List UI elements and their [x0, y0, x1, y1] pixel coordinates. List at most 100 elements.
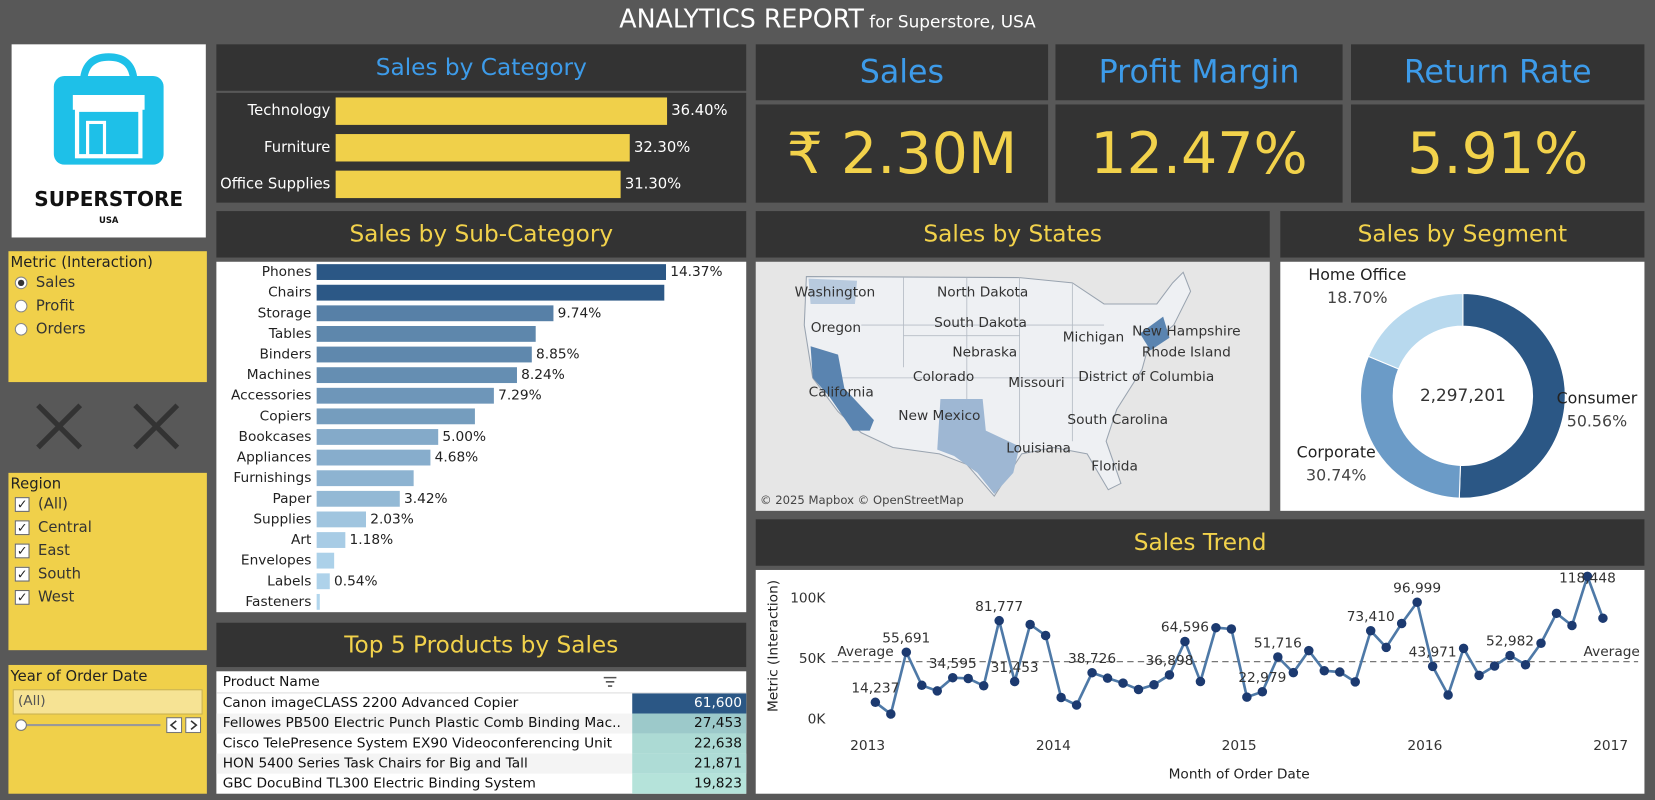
- checkbox-option[interactable]: ✓ South: [8, 563, 206, 586]
- trend-point: [1288, 667, 1299, 678]
- state-label: California: [809, 385, 874, 401]
- sales-cell: 21,871: [632, 753, 747, 774]
- segment-value: 18.70%: [1327, 288, 1387, 307]
- trend-point: [1335, 667, 1345, 677]
- value-label: 55,691: [882, 630, 930, 646]
- state-shape: [937, 398, 1020, 494]
- bar: [316, 346, 532, 363]
- y-tick-label: 50K: [799, 651, 826, 667]
- radio[interactable]: [14, 299, 28, 313]
- bar: [335, 134, 630, 162]
- checkbox[interactable]: ✓: [14, 497, 30, 512]
- checkbox[interactable]: ✓: [14, 590, 30, 605]
- panel-title: Sales by Sub-Category: [216, 211, 747, 258]
- value-label: 22,979: [1238, 670, 1286, 686]
- trend-point: [1040, 630, 1051, 641]
- trend-point: [1273, 652, 1283, 662]
- checkbox[interactable]: ✓: [14, 566, 30, 582]
- value-label: 36.40%: [671, 102, 727, 119]
- trend-point: [1551, 608, 1562, 619]
- option-label: Orders: [35, 320, 86, 338]
- year-select[interactable]: (All): [12, 689, 203, 715]
- x-icon[interactable]: [36, 403, 83, 450]
- value-label: 43,971: [1409, 645, 1457, 661]
- trend-point: [1474, 670, 1484, 681]
- value-label: 34,595: [929, 656, 977, 672]
- radio[interactable]: [14, 322, 28, 336]
- donut-chart: Consumer 50.56% Corporate 30.74% Home Office…: [1297, 265, 1638, 499]
- trend-point: [963, 673, 973, 684]
- prev-arrow: [169, 720, 177, 730]
- value-label: 8.24%: [521, 367, 565, 383]
- brand: SUPERSTORE: [34, 187, 183, 211]
- bar: [335, 170, 621, 199]
- trend-point: [1242, 692, 1252, 702]
- bar: [316, 264, 667, 280]
- column-header: Product Name: [222, 673, 320, 690]
- radio-option[interactable]: Sales: [8, 271, 206, 294]
- bar: [316, 305, 554, 322]
- table-body: Canon imageCLASS 2200 Advanced Copier 61,…: [216, 693, 747, 794]
- bar: [316, 449, 431, 466]
- trend-point: [1350, 677, 1360, 687]
- sales-cell: 61,600: [632, 693, 747, 714]
- trend-point: [1567, 620, 1577, 631]
- value-label: 51,716: [1254, 635, 1302, 651]
- value-label: 81,777: [975, 599, 1023, 615]
- checkbox-option[interactable]: ✓ East: [8, 539, 206, 562]
- panel-title: Sales by States: [755, 211, 1270, 258]
- value-label: 14,237: [851, 681, 899, 697]
- trend-point: [1396, 618, 1407, 629]
- trend-point: [1025, 619, 1035, 630]
- metric-filter: Metric (Interaction) Sales Profit Orders: [8, 251, 207, 383]
- category-label: Furniture: [264, 139, 330, 156]
- slider-thumb[interactable]: [15, 719, 27, 731]
- trend-panel: 0K 50K 100K 2013 2014 2015 2016 2017 Month of Or…: [755, 569, 1645, 794]
- radio-option[interactable]: Orders: [8, 318, 206, 341]
- trend-point: [1087, 667, 1097, 678]
- sort-lines: [603, 676, 617, 687]
- state-label: Missouri: [1008, 375, 1064, 391]
- map: © 2025 Mapbox © OpenStreetMap Washington…: [760, 271, 1241, 507]
- state-shape: [1139, 316, 1170, 351]
- checkbox[interactable]: ✓: [14, 543, 30, 559]
- product-name: Cisco TelePresence System EX90 Videoconf…: [222, 735, 613, 752]
- sort-icon[interactable]: [601, 674, 622, 689]
- category-label: Binders: [260, 347, 312, 363]
- door: [86, 120, 107, 158]
- bar: [316, 490, 400, 507]
- category-label: Supplies: [253, 511, 311, 527]
- x-icon[interactable]: [133, 403, 180, 450]
- trend-point: [1505, 650, 1515, 661]
- state-borders: [840, 277, 1115, 452]
- prev-button[interactable]: [166, 717, 183, 734]
- trend-point: [1195, 676, 1206, 687]
- header: ANALYTICS REPORT for Superstore, USA: [0, 4, 1655, 38]
- segment-value: 50.56%: [1567, 412, 1627, 431]
- next-button[interactable]: [185, 717, 202, 734]
- radio[interactable]: [14, 276, 28, 290]
- option-label: South: [37, 565, 81, 583]
- bar: [316, 573, 330, 590]
- category-chart: Technology 36.40% Furniture 32.30% Office Su…: [220, 97, 728, 199]
- state-label: Louisiana: [1006, 441, 1071, 457]
- category-label: Paper: [273, 491, 312, 507]
- checkbox-option[interactable]: ✓ Central: [8, 516, 206, 539]
- checkbox-option[interactable]: ✓ (All): [8, 493, 206, 516]
- bar: [335, 97, 668, 125]
- trend-point: [901, 647, 912, 657]
- state-label: Oregon: [811, 320, 861, 336]
- panel-title: Sales by Category: [216, 44, 747, 91]
- checkbox[interactable]: ✓: [14, 520, 30, 536]
- value-label: 31.30%: [625, 175, 681, 192]
- checkbox-option[interactable]: ✓ West: [8, 586, 206, 609]
- bar: [316, 387, 494, 404]
- radio-option[interactable]: Profit: [8, 294, 206, 317]
- year-slider[interactable]: [8, 715, 206, 736]
- trend-point: [1056, 692, 1066, 703]
- value-label: 7.29%: [498, 388, 542, 404]
- map-attribution: © 2025 Mapbox © OpenStreetMap: [760, 493, 964, 507]
- options: ✓ (All) ✓ Central ✓ East ✓ South ✓ West: [8, 493, 206, 609]
- value-label: 36,898: [1145, 653, 1193, 669]
